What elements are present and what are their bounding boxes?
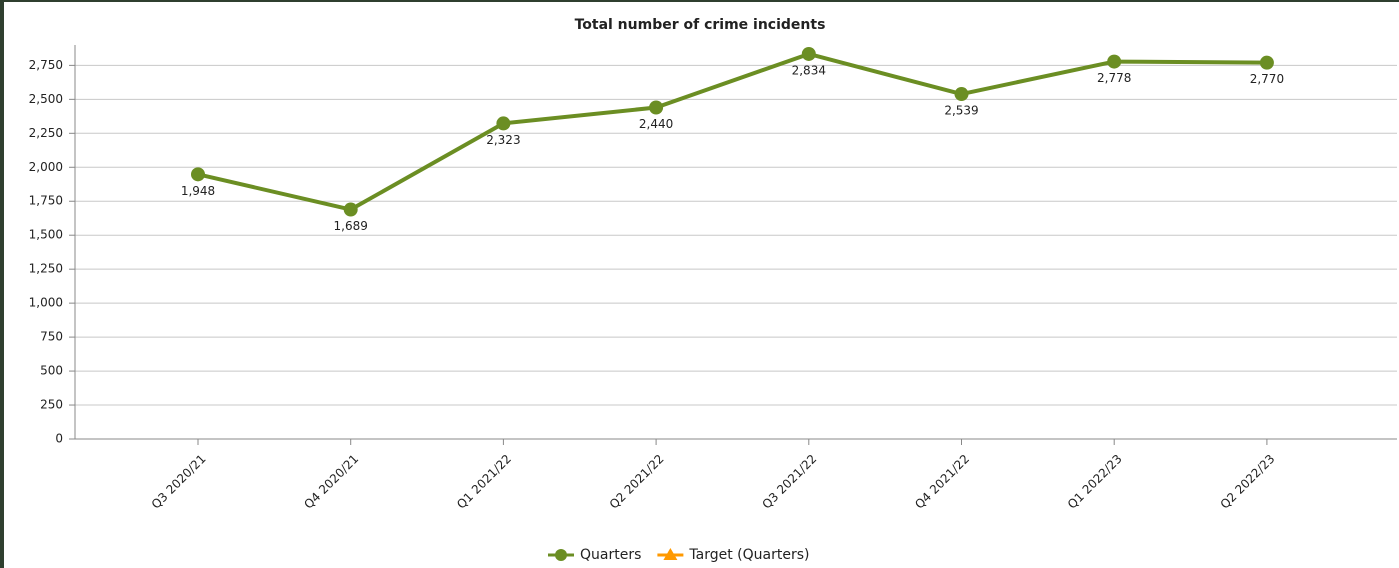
data-label: 1,689 — [334, 219, 368, 233]
y-tick-label: 2,000 — [29, 160, 63, 174]
data-label: 2,778 — [1097, 71, 1131, 85]
marker — [649, 100, 664, 115]
y-tick-label: 1,750 — [29, 194, 63, 208]
y-tick-label: 1,500 — [29, 228, 63, 242]
legend-marker — [555, 549, 567, 561]
data-label: 2,323 — [486, 133, 520, 147]
data-label: 2,834 — [792, 63, 826, 77]
y-tick-label: 500 — [40, 364, 63, 378]
y-tick-label: 250 — [40, 398, 63, 412]
marker — [1107, 54, 1122, 69]
x-tick-label: Q3 2020/21 — [149, 452, 209, 512]
x-tick-label: Q3 2021/22 — [759, 452, 819, 512]
y-tick-label: 2,750 — [29, 58, 63, 72]
x-tick-label: Q1 2022/23 — [1065, 452, 1125, 512]
y-tick-label: 1,000 — [29, 296, 63, 310]
legend-label: Quarters — [580, 547, 641, 563]
marker — [496, 116, 511, 131]
x-tick-label: Q4 2021/22 — [912, 452, 972, 512]
data-label: 2,440 — [639, 117, 673, 131]
legend-marker — [663, 548, 678, 560]
legend-label: Target (Quarters) — [688, 547, 809, 563]
series-line — [197, 51, 1267, 212]
data-label: 1,948 — [181, 184, 215, 198]
marker — [1259, 55, 1274, 70]
y-tick-label: 2,250 — [29, 126, 63, 140]
marker — [954, 87, 969, 102]
y-tick-label: 0 — [55, 432, 63, 446]
marker — [343, 202, 358, 217]
marker — [801, 46, 816, 61]
y-tick-label: 1,250 — [29, 262, 63, 276]
chart-title: Total number of crime incidents — [575, 17, 826, 33]
x-tick-label: Q1 2021/22 — [454, 452, 514, 512]
x-tick-label: Q4 2020/21 — [301, 452, 361, 512]
marker — [191, 167, 205, 182]
x-tick-label: Q2 2021/22 — [607, 452, 667, 512]
y-tick-label: 750 — [40, 330, 63, 344]
x-tick-label: Q2 2022/23 — [1218, 452, 1278, 512]
data-label: 2,770 — [1250, 72, 1284, 86]
y-tick-label: 2,500 — [29, 92, 63, 106]
data-label: 2,539 — [944, 104, 978, 118]
